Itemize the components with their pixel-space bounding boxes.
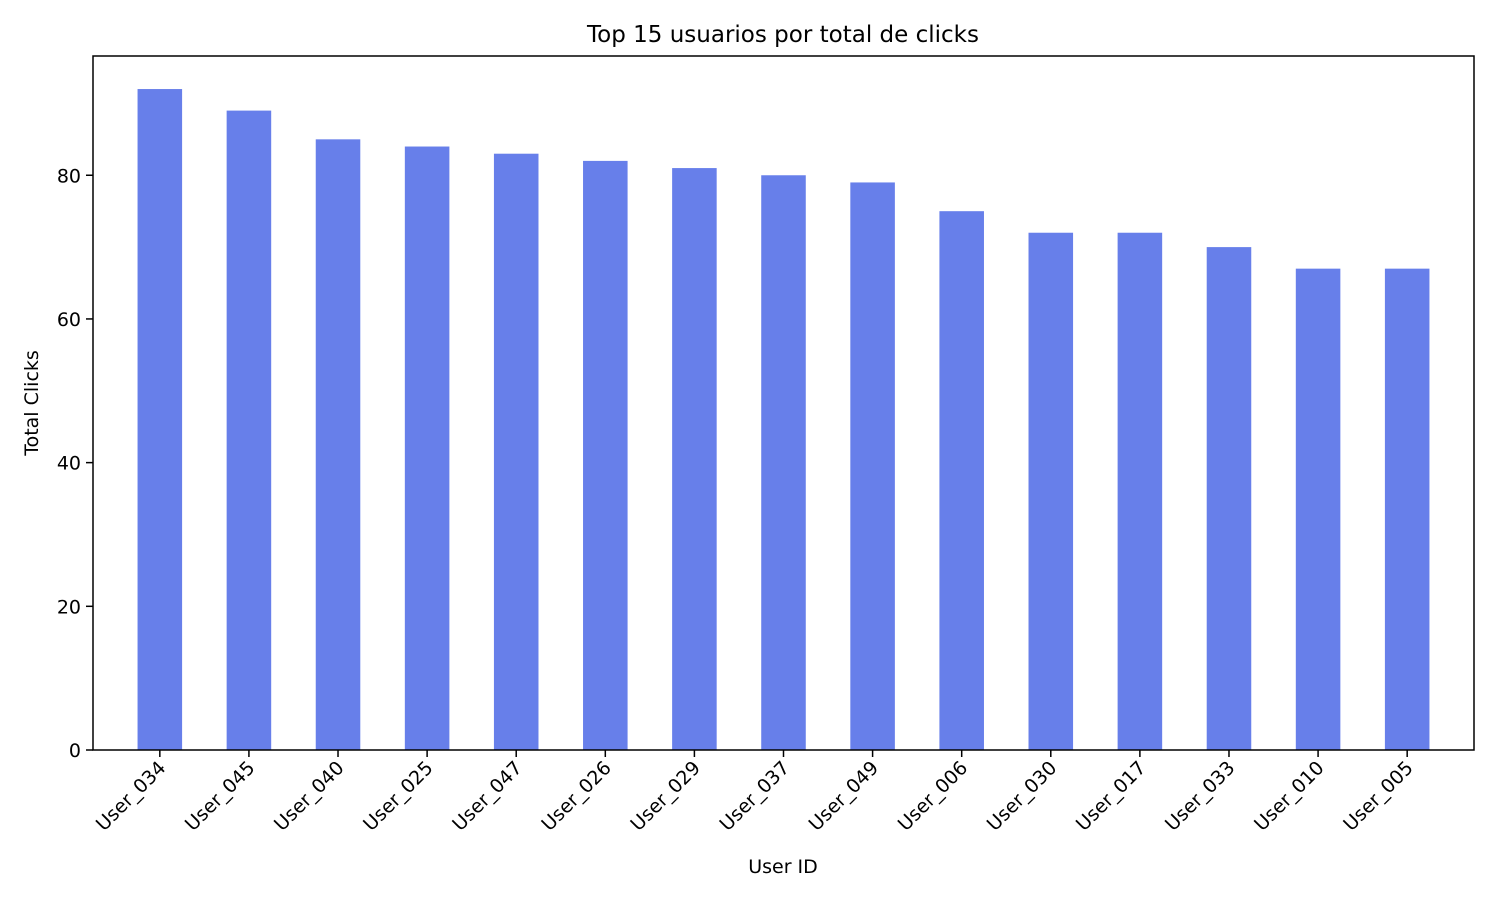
x-tick-label: User_026 bbox=[537, 757, 616, 836]
x-axis-label: User ID bbox=[748, 856, 818, 878]
y-tick-label: 60 bbox=[57, 309, 81, 331]
x-tick-label: User_047 bbox=[448, 757, 527, 836]
x-tick-label: User_006 bbox=[894, 757, 973, 836]
x-tick-label: User_010 bbox=[1250, 757, 1329, 836]
bar-User_033 bbox=[1206, 247, 1252, 751]
x-tick-label: User_017 bbox=[1072, 757, 1151, 836]
x-tick-label: User_029 bbox=[626, 757, 705, 836]
bar-User_017 bbox=[1117, 232, 1163, 751]
y-tick-label: 20 bbox=[57, 596, 81, 618]
x-tick-label: User_025 bbox=[359, 757, 438, 836]
y-tick-label: 40 bbox=[57, 453, 81, 475]
y-tick-label: 80 bbox=[57, 165, 81, 187]
bar-User_005 bbox=[1384, 268, 1430, 750]
bar-User_010 bbox=[1295, 268, 1341, 750]
chart-title: Top 15 usuarios por total de clicks bbox=[586, 22, 979, 48]
bar-User_040 bbox=[315, 139, 361, 751]
x-tick-label: User_005 bbox=[1339, 757, 1418, 836]
plot-frame bbox=[92, 55, 1475, 751]
x-tick-label: User_045 bbox=[181, 757, 260, 836]
bars-group bbox=[137, 89, 1430, 751]
bar-User_026 bbox=[583, 160, 628, 751]
bar-User_045 bbox=[226, 110, 272, 751]
bar-User_034 bbox=[137, 89, 183, 751]
y-tick-label: 0 bbox=[69, 740, 81, 762]
bar-User_025 bbox=[404, 146, 450, 751]
bar-User_049 bbox=[850, 182, 895, 751]
bar-User_047 bbox=[493, 153, 539, 751]
bar-User_030 bbox=[1028, 232, 1074, 751]
y-axis-label: Total Clicks bbox=[21, 350, 43, 457]
bar-User_037 bbox=[761, 175, 806, 751]
x-tick-label: User_040 bbox=[270, 757, 349, 836]
bar-User_006 bbox=[939, 211, 984, 751]
x-tick-label: User_049 bbox=[805, 757, 884, 836]
x-tick-label: User_030 bbox=[983, 757, 1062, 836]
x-axis: User_034 User_045 User_040 User_025 User_047… bbox=[92, 750, 1418, 836]
y-axis: 0 20 40 60 80 bbox=[57, 165, 93, 762]
x-tick-label: User_037 bbox=[715, 757, 794, 836]
x-tick-label: User_033 bbox=[1161, 757, 1240, 836]
x-tick-label: User_034 bbox=[92, 757, 171, 836]
bar-User_029 bbox=[672, 168, 717, 751]
